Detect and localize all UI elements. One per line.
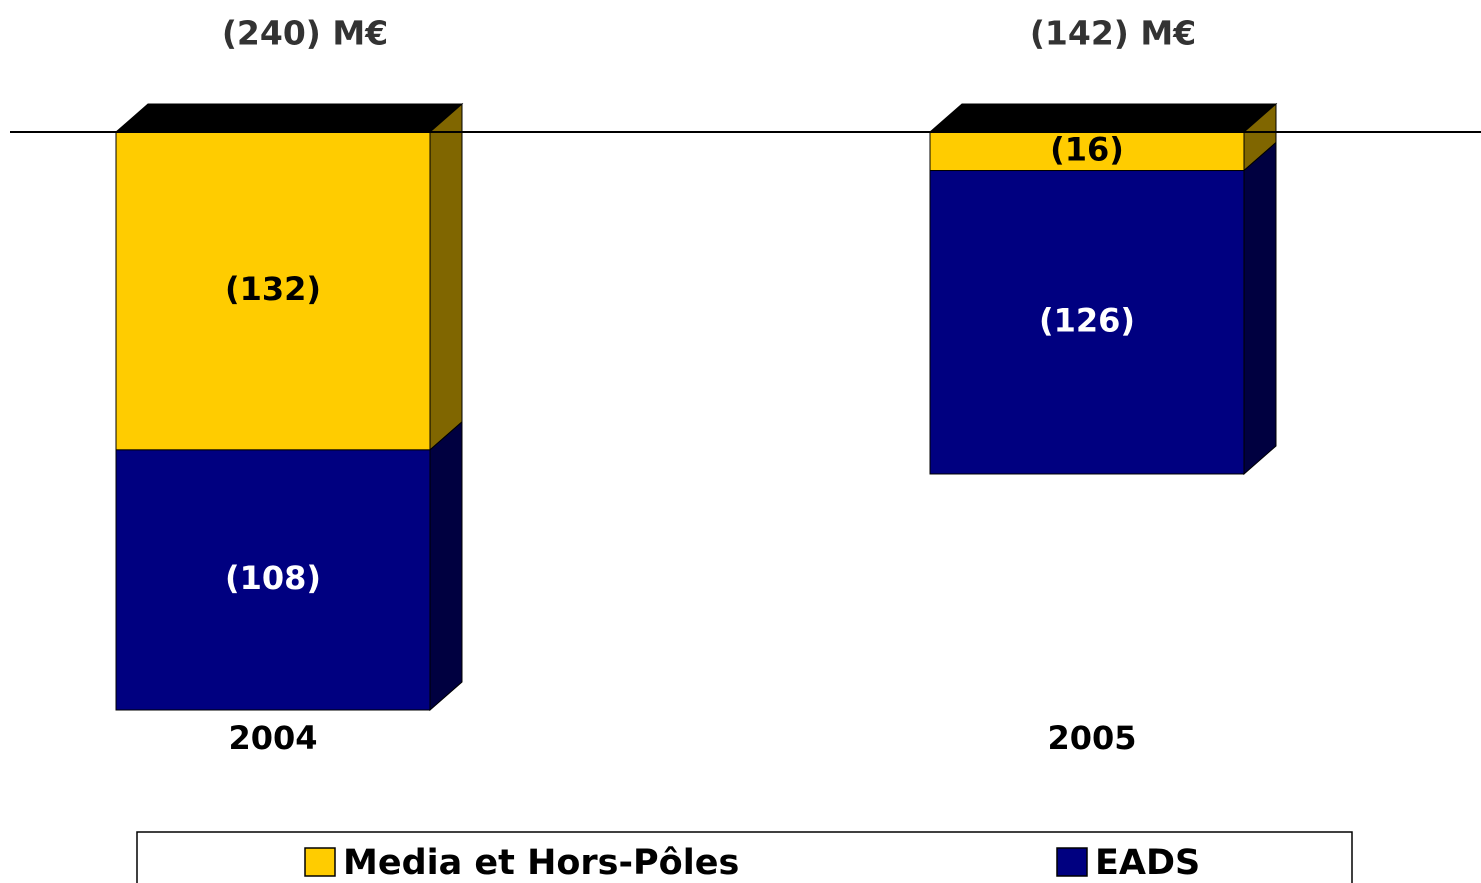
bar-segment [115, 449, 431, 711]
bar-top [114, 103, 464, 133]
bar-side [429, 102, 463, 452]
bar-segment [929, 131, 1245, 172]
legend-swatch [1056, 847, 1088, 877]
total-annotation: (142) M€ [1030, 14, 1196, 53]
bar-side [1243, 141, 1277, 476]
x-tick-label: 2005 [1047, 719, 1136, 757]
bar-side [429, 420, 463, 712]
legend-label: EADS [1095, 843, 1200, 883]
bar-top [928, 103, 1278, 133]
bar-segment [929, 170, 1245, 475]
value-label: (16) [1050, 130, 1124, 168]
value-label: (108) [225, 559, 321, 597]
total-annotation: (240) M€ [222, 14, 388, 53]
value-label: (126) [1039, 301, 1135, 339]
bar-segment [115, 131, 431, 451]
legend-swatch [304, 847, 336, 877]
legend-box [136, 831, 1353, 883]
value-label: (132) [225, 270, 321, 308]
x-tick-label: 2004 [228, 719, 317, 757]
legend-label: Media et Hors-Pôles [343, 843, 739, 883]
